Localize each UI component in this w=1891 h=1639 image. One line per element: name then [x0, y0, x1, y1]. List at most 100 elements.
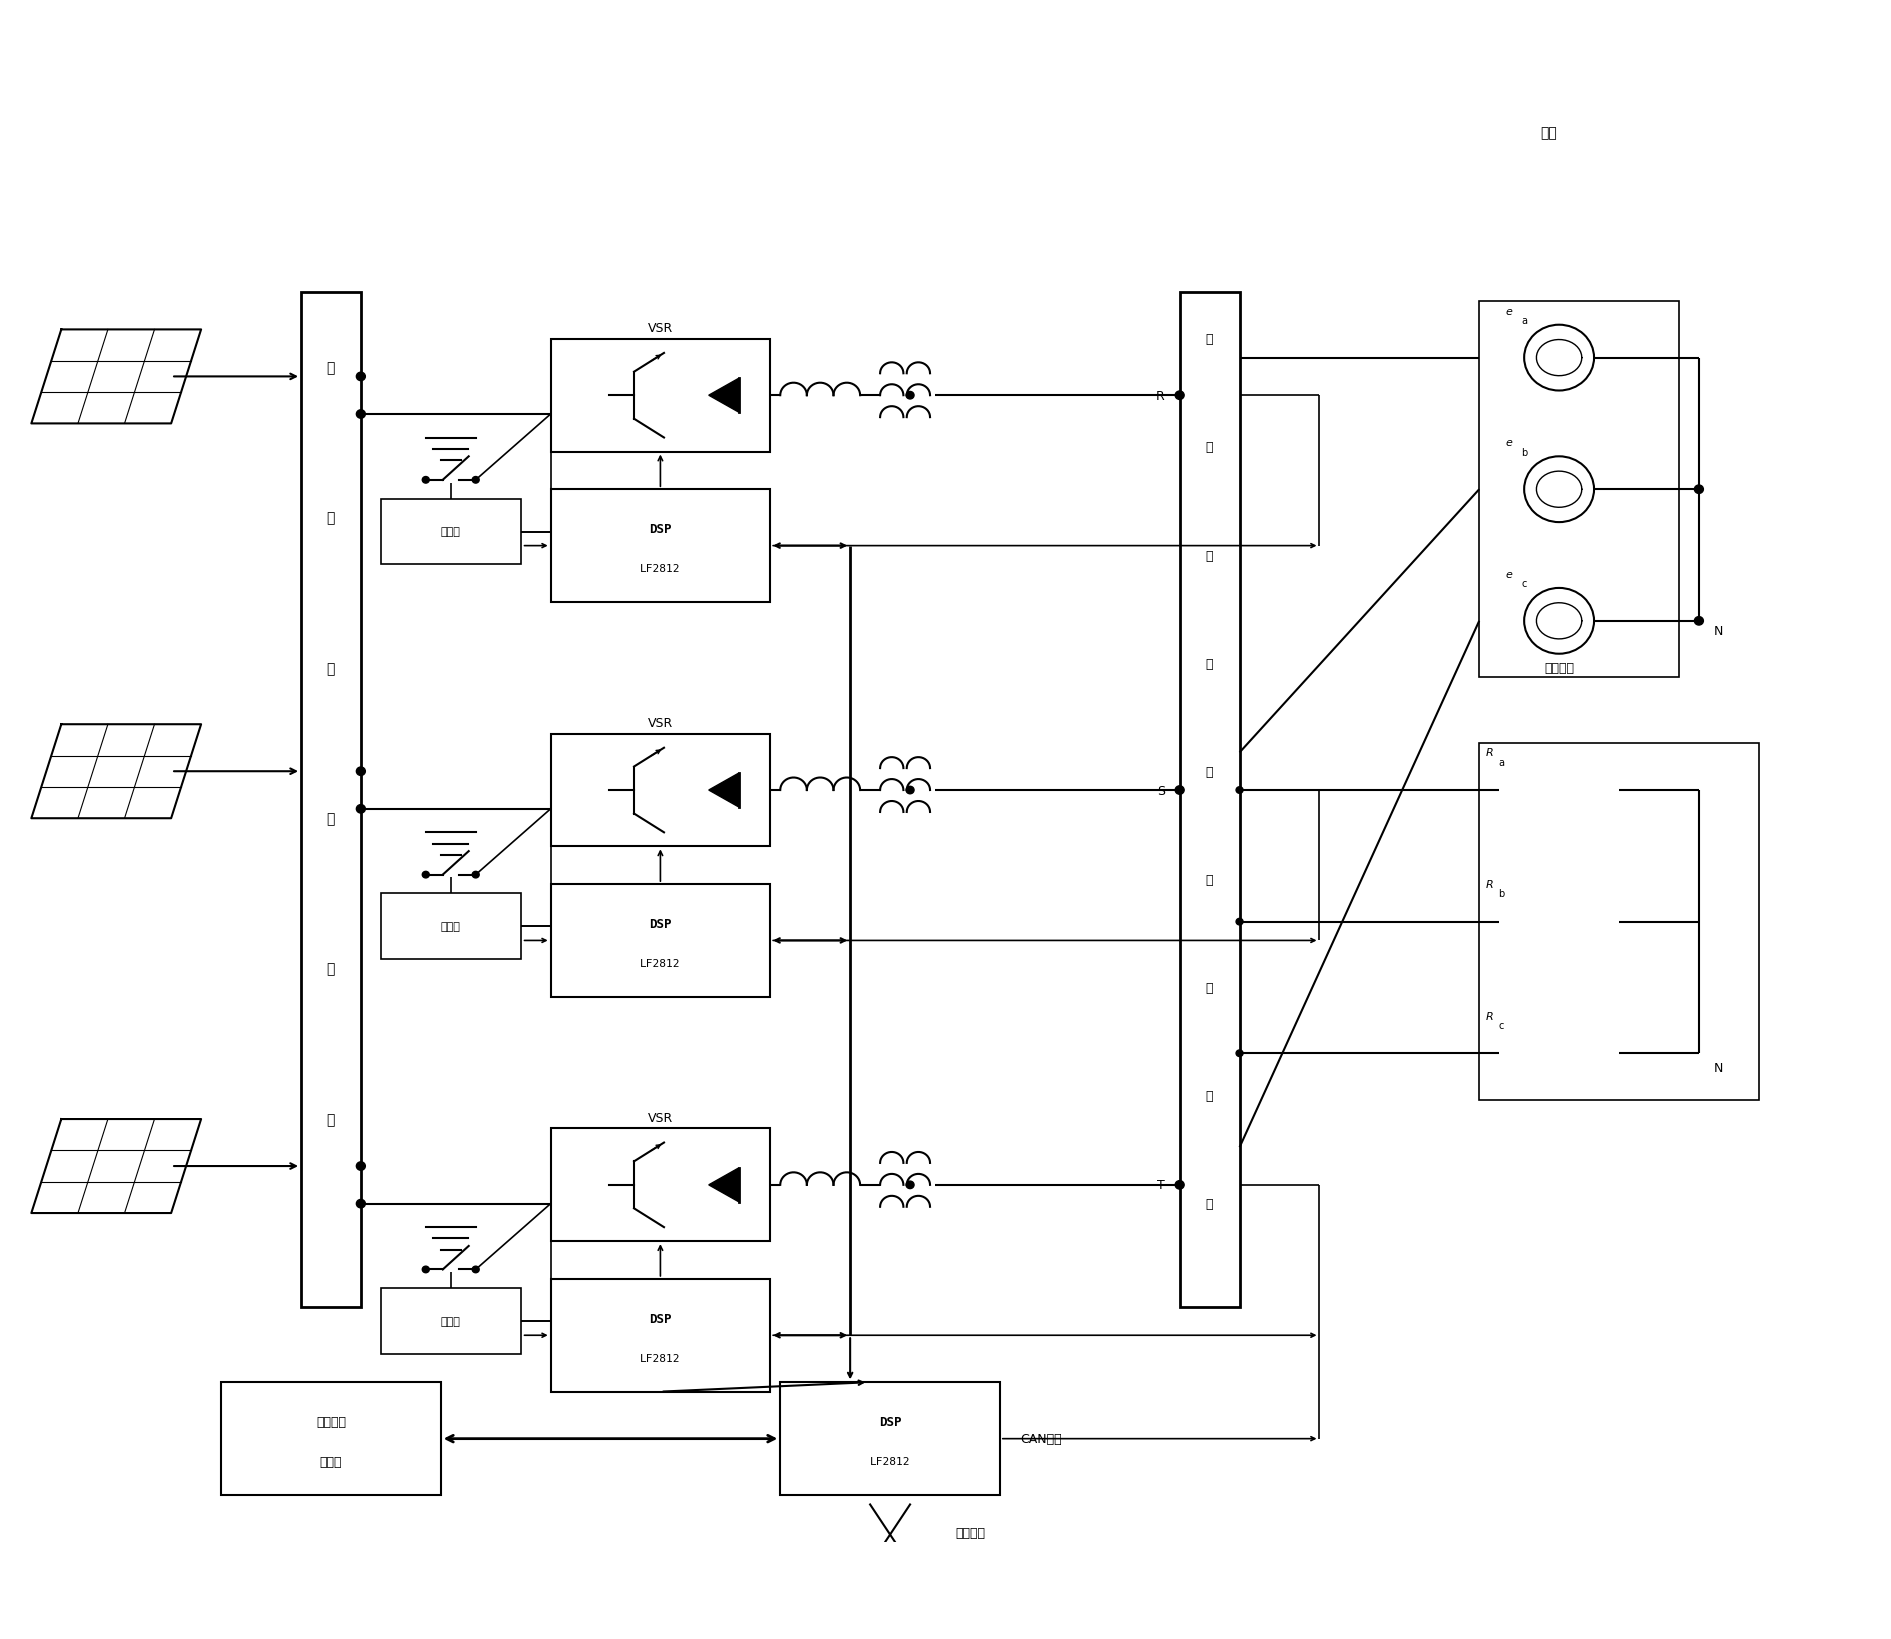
Text: R: R: [1155, 390, 1165, 403]
Polygon shape: [709, 774, 739, 808]
Text: VSR: VSR: [649, 321, 673, 334]
Text: 元: 元: [1206, 1198, 1214, 1211]
Text: c: c: [1498, 1021, 1503, 1031]
Circle shape: [1174, 1180, 1184, 1190]
Text: 及键盘: 及键盘: [320, 1455, 342, 1469]
Circle shape: [356, 767, 365, 775]
Text: 直: 直: [327, 361, 335, 375]
Circle shape: [356, 1162, 365, 1170]
Bar: [550, 490, 770, 603]
Text: 计: 计: [1206, 874, 1214, 887]
Bar: [550, 339, 770, 452]
Text: DSP: DSP: [649, 1313, 671, 1324]
Text: N: N: [1713, 1060, 1723, 1074]
Polygon shape: [709, 1169, 739, 1201]
Text: VSR: VSR: [649, 716, 673, 729]
Bar: [550, 1278, 770, 1392]
Circle shape: [422, 477, 429, 484]
Bar: [380, 893, 520, 960]
Bar: [550, 1129, 770, 1241]
Circle shape: [1694, 1049, 1704, 1057]
Text: 无线通信: 无线通信: [955, 1526, 985, 1539]
Circle shape: [422, 1267, 429, 1274]
Polygon shape: [709, 379, 739, 413]
Bar: [380, 1288, 520, 1354]
Text: 单: 单: [327, 962, 335, 977]
Bar: [1500, 777, 1619, 805]
Circle shape: [906, 787, 913, 795]
Bar: [1500, 908, 1619, 936]
Text: LF2812: LF2812: [870, 1457, 910, 1467]
Text: LF2812: LF2812: [641, 564, 681, 574]
Circle shape: [473, 477, 478, 484]
Circle shape: [473, 872, 478, 879]
Bar: [550, 885, 770, 997]
Text: b: b: [1520, 447, 1528, 457]
Circle shape: [1237, 1051, 1242, 1057]
Circle shape: [473, 1267, 478, 1274]
Text: DSP: DSP: [649, 918, 671, 931]
Text: 蓄电池: 蓄电池: [441, 1316, 461, 1326]
Circle shape: [906, 1182, 913, 1188]
Text: R: R: [1484, 747, 1494, 757]
Text: 及: 及: [1206, 765, 1214, 779]
Circle shape: [1694, 485, 1704, 493]
Text: 流: 流: [1206, 441, 1214, 454]
Text: e: e: [1505, 438, 1513, 447]
Bar: [1180, 293, 1240, 1308]
Circle shape: [1237, 919, 1242, 926]
Bar: [550, 734, 770, 847]
Text: LF2812: LF2812: [641, 959, 681, 969]
Text: b: b: [1498, 888, 1505, 898]
Text: 量: 量: [1206, 982, 1214, 995]
Text: N: N: [1713, 624, 1723, 638]
Bar: [301, 293, 361, 1308]
Circle shape: [1694, 618, 1704, 626]
Text: 电: 电: [1206, 657, 1214, 670]
Text: VSR: VSR: [649, 1111, 673, 1124]
Bar: [796, 1608, 985, 1639]
Text: S: S: [1157, 783, 1165, 797]
Circle shape: [356, 410, 365, 420]
Text: c: c: [1522, 579, 1526, 588]
Text: 电: 电: [327, 811, 335, 826]
Text: 元: 元: [327, 1113, 335, 1126]
Circle shape: [356, 805, 365, 813]
Bar: [1500, 1039, 1619, 1067]
Bar: [770, 1590, 1010, 1639]
Text: a: a: [1520, 316, 1528, 326]
Bar: [1479, 744, 1759, 1100]
Text: e: e: [1505, 569, 1513, 580]
Text: 电网: 电网: [1541, 126, 1558, 139]
Text: 蓄电池: 蓄电池: [441, 921, 461, 931]
Circle shape: [1694, 918, 1704, 926]
Circle shape: [422, 872, 429, 879]
Text: e: e: [1505, 306, 1513, 316]
Circle shape: [356, 1200, 365, 1208]
Text: DSP: DSP: [879, 1416, 902, 1428]
Text: R: R: [1484, 1011, 1494, 1021]
Circle shape: [1237, 787, 1242, 793]
Bar: [1479, 302, 1679, 679]
Text: DSP: DSP: [649, 523, 671, 536]
Text: CAN总线: CAN总线: [1019, 1432, 1061, 1446]
Text: 蓄电池: 蓄电池: [441, 528, 461, 538]
Circle shape: [1174, 787, 1184, 795]
Bar: [380, 500, 520, 565]
Text: a: a: [1498, 757, 1503, 767]
Text: 流: 流: [327, 511, 335, 524]
Text: R: R: [1484, 880, 1494, 890]
Circle shape: [1174, 392, 1184, 400]
Text: T: T: [1157, 1178, 1165, 1192]
Text: 配: 配: [1206, 549, 1214, 562]
Text: LF2812: LF2812: [641, 1352, 681, 1364]
Bar: [221, 1382, 441, 1495]
Circle shape: [356, 374, 365, 382]
Circle shape: [906, 392, 913, 400]
Text: 配: 配: [327, 662, 335, 675]
Text: 交: 交: [1206, 333, 1214, 346]
Text: 液晶显示: 液晶显示: [316, 1416, 346, 1428]
Text: 单: 单: [1206, 1090, 1214, 1103]
Bar: [781, 1382, 1000, 1495]
Text: 独立负载: 独立负载: [1545, 662, 1573, 675]
